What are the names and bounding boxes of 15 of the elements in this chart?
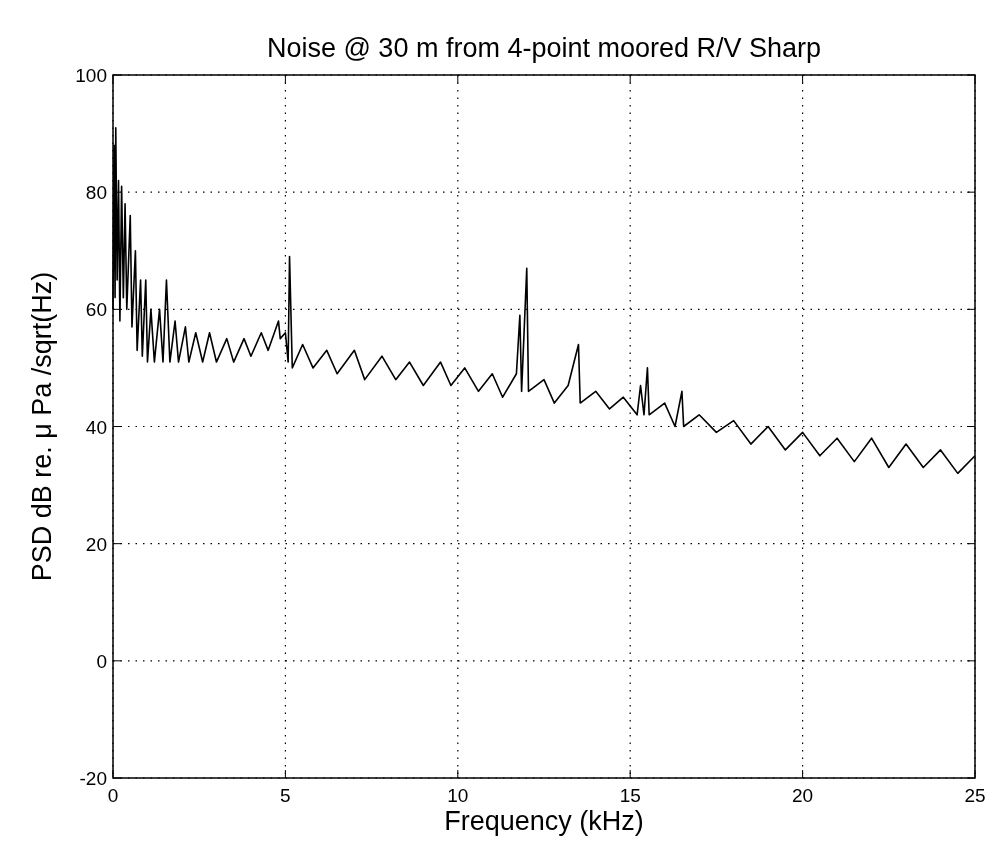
x-tick-label: 10 xyxy=(447,785,469,806)
x-tick-label: 20 xyxy=(792,785,814,806)
y-tick-label: 60 xyxy=(85,299,107,321)
y-tick-label: 0 xyxy=(96,650,107,672)
x-tick-label: 25 xyxy=(964,785,986,806)
x-axis-title: Frequency (kHz) xyxy=(444,806,644,836)
chart-title: Noise @ 30 m from 4-point moored R/V Sharp xyxy=(266,33,822,63)
y-axis-title: PSD dB re. μ Pa /sqrt(Hz) xyxy=(27,271,57,582)
y-tick-label: 100 xyxy=(75,65,107,86)
y-tick-label: 80 xyxy=(85,182,107,204)
y-tick-label: 40 xyxy=(85,416,107,438)
x-tick-label: 5 xyxy=(280,785,291,806)
y-tick-label: -20 xyxy=(79,768,107,789)
y-tick-label: 20 xyxy=(85,533,107,555)
x-tick-label: 15 xyxy=(619,785,641,806)
